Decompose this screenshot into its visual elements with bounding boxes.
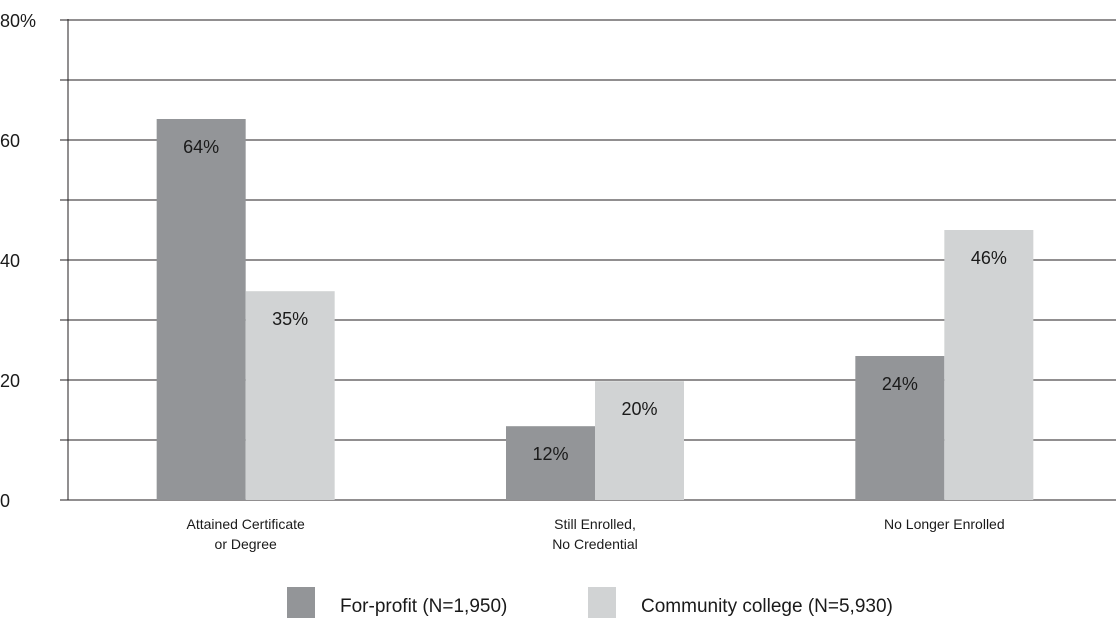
x-category-label: Still Enrolled, <box>554 516 636 532</box>
data-label: 35% <box>272 309 308 329</box>
legend-label: For-profit (N=1,950) <box>340 596 507 617</box>
bar-community-college <box>944 230 1034 500</box>
y-tick-label: 40 <box>0 251 20 271</box>
legend-label: Community college (N=5,930) <box>641 596 893 617</box>
data-label: 64% <box>183 137 219 157</box>
data-label: 24% <box>882 374 918 394</box>
bar-community-college <box>245 291 335 500</box>
bar-community-college <box>595 381 684 500</box>
data-label: 12% <box>532 444 568 464</box>
legend-swatch <box>287 587 315 618</box>
x-category-label: Attained Certificate <box>187 516 305 532</box>
data-label: 46% <box>971 248 1007 268</box>
y-tick-label: 20 <box>0 371 20 391</box>
bar-for-profit <box>506 426 595 500</box>
legend-swatch <box>588 587 616 618</box>
y-tick-label: 60 <box>0 131 20 151</box>
bar-for-profit <box>855 356 945 500</box>
bar-for-profit <box>156 119 246 500</box>
y-tick-label: 80% <box>0 11 36 31</box>
x-category-label: No Longer Enrolled <box>884 516 1005 532</box>
x-category-label: No Credential <box>552 536 638 552</box>
x-category-label: or Degree <box>215 536 277 552</box>
data-label: 20% <box>621 399 657 419</box>
y-tick-label: 0 <box>0 491 10 511</box>
